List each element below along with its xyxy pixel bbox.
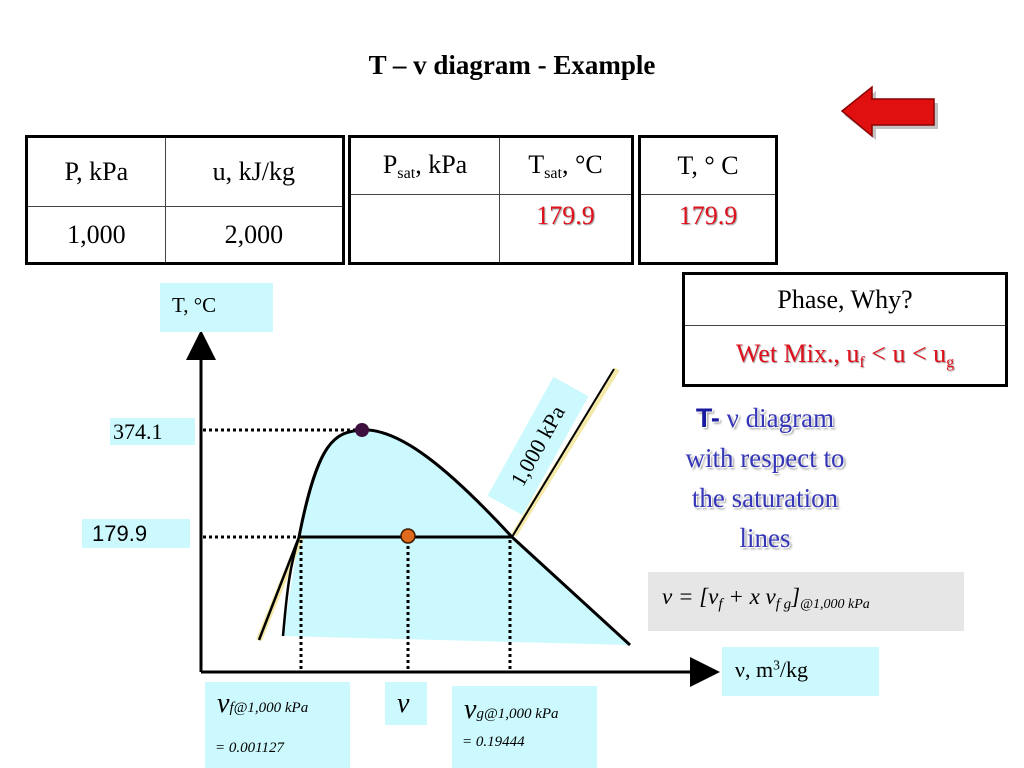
vf-label: νf@1,000 kPa = 0.001127	[205, 682, 350, 768]
psat-header: Psat, kPa	[348, 136, 501, 195]
vg-label: νg@1,000 kPa = 0.19444	[452, 686, 597, 768]
temperature-table: T, ° C 179.9	[638, 135, 778, 265]
v-label: ν	[385, 682, 427, 725]
saturated-liquid-line-extension	[281, 536, 301, 637]
y-axis-label: T, °C	[160, 283, 273, 332]
diagram-caption: T- ν diagram with respect to the saturat…	[685, 403, 845, 553]
energy-header: u, kJ/kg	[164, 136, 345, 207]
given-values-table: P, kPa u, kJ/kg 1,000 2,000	[25, 135, 345, 265]
critical-temp-label: 374.1	[110, 418, 195, 445]
state-point	[400, 528, 416, 544]
psat-value	[348, 194, 501, 264]
tsat-value: 179.9	[499, 194, 633, 264]
x-axis-label: ν, m3/kg	[722, 647, 879, 696]
back-arrow-icon[interactable]	[840, 85, 945, 140]
saturation-table: Psat, kPa Tsat, °C 179.9	[348, 135, 634, 265]
page-title: T – v diagram - Example	[368, 50, 656, 80]
phase-answer: Wet Mix., uf < u < ug	[683, 325, 1007, 386]
critical-point	[355, 423, 369, 437]
temperature-value: 179.9	[639, 194, 777, 264]
pressure-value: 1,000	[26, 206, 166, 264]
phase-header: Phase, Why?	[683, 273, 1007, 326]
energy-value: 2,000	[164, 206, 345, 264]
specific-volume-formula: ν = [νf + x νf g]@1,000 kPa	[648, 572, 964, 631]
sat-temp-label: 179.9	[82, 519, 190, 548]
tsat-header: Tsat, °C	[499, 136, 633, 195]
phase-table: Phase, Why? Wet Mix., uf < u < ug	[682, 272, 1008, 387]
